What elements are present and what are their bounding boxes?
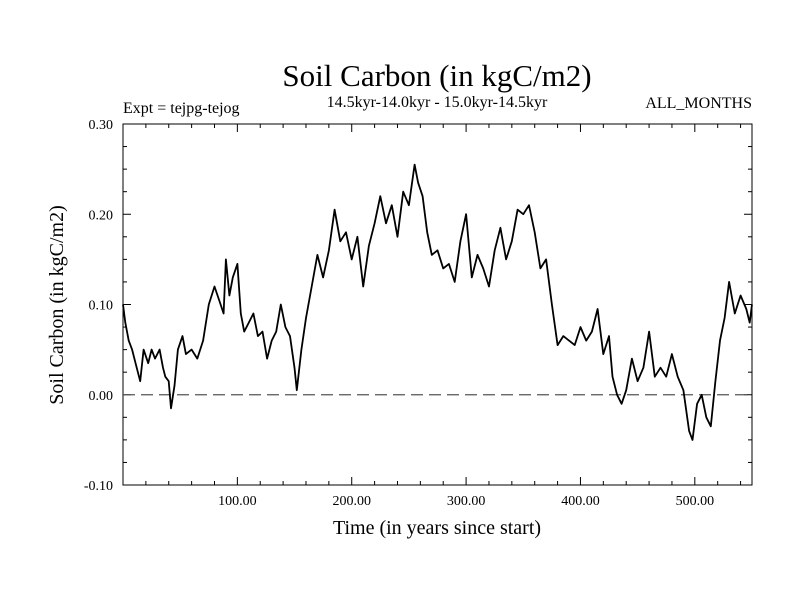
x-tick-label: 400.00 bbox=[561, 494, 600, 509]
months-label: ALL_MONTHS bbox=[645, 95, 752, 112]
series-line bbox=[122, 163, 753, 441]
y-tick-label: 0.20 bbox=[89, 208, 114, 223]
plot-frame bbox=[122, 123, 753, 486]
x-axis-label: Time (in years since start) bbox=[333, 517, 541, 539]
x-tick-label: 100.00 bbox=[218, 494, 257, 509]
chart-subtitle: 14.5kyr-14.0kyr - 15.0kyr-14.5kyr bbox=[327, 94, 548, 111]
y-axis-label: Soil Carbon (in kgC/m2) bbox=[46, 205, 68, 404]
x-tick-label: 500.00 bbox=[676, 494, 715, 509]
y-tick-label: 0.30 bbox=[89, 118, 114, 133]
y-tick-label: -0.10 bbox=[84, 479, 113, 494]
x-tick-label: 200.00 bbox=[332, 494, 371, 509]
chart-title: Soil Carbon (in kgC/m2) bbox=[282, 58, 591, 93]
y-tick-label: 0.10 bbox=[89, 299, 114, 314]
y-tick-label: 0.00 bbox=[89, 389, 114, 404]
experiment-label: Expt = tejpg-tejog bbox=[123, 100, 240, 117]
x-tick-label: 300.00 bbox=[447, 494, 486, 509]
